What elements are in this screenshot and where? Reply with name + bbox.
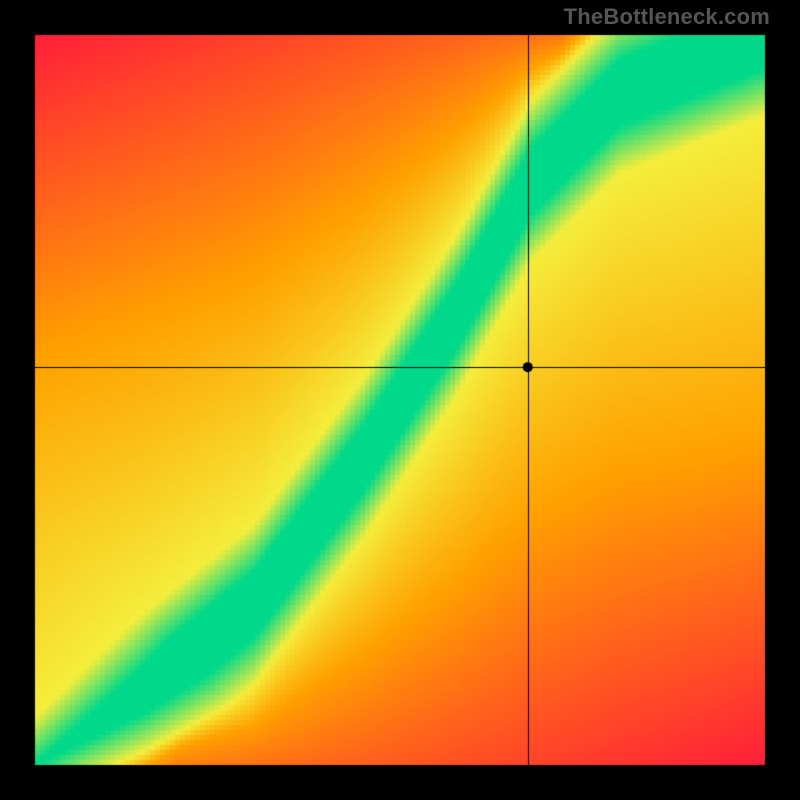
- bottleneck-heatmap: [0, 0, 800, 800]
- watermark-text: TheBottleneck.com: [564, 4, 770, 30]
- chart-container: { "watermark": { "text": "TheBottleneck.…: [0, 0, 800, 800]
